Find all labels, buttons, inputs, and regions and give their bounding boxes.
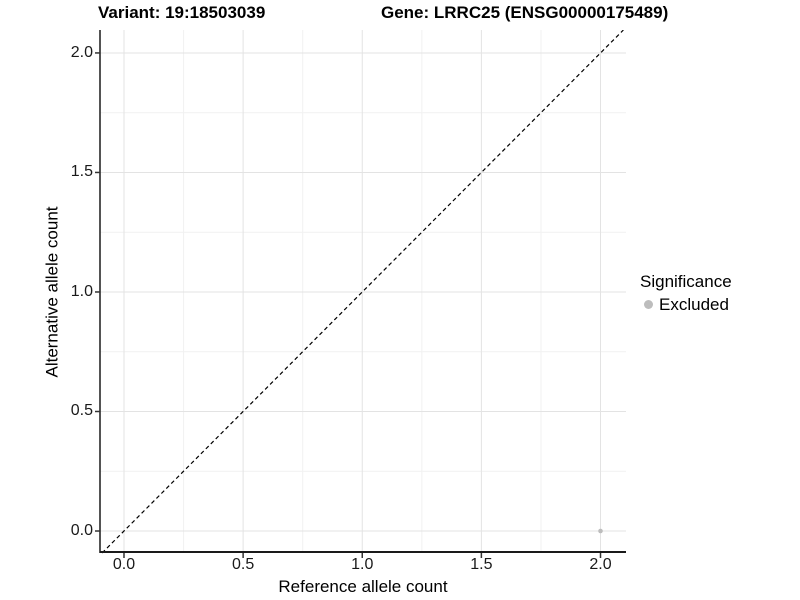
legend-item-excluded: Excluded <box>640 295 732 314</box>
variant-title: Variant: 19:18503039 <box>98 3 266 22</box>
legend: Significance Excluded <box>640 272 732 314</box>
x-tick-label: 2.0 <box>589 556 612 573</box>
y-tick-label: 2.0 <box>70 43 93 61</box>
data-point <box>598 528 603 534</box>
gene-title: Gene: LRRC25 (ENSG00000175489) <box>381 3 669 22</box>
legend-key-dot-icon <box>644 300 653 309</box>
y-tick-label: 0.0 <box>70 522 93 539</box>
y-tick-label: 1.0 <box>70 282 93 300</box>
x-tick-label: 1.0 <box>351 556 374 573</box>
plot-panel <box>95 30 626 558</box>
y-tick-label: 1.5 <box>70 163 93 181</box>
y-tick-label: 0.5 <box>70 402 93 420</box>
x-tick-label: 0.5 <box>231 556 255 573</box>
x-axis-title: Reference allele count <box>278 577 448 596</box>
legend-item-label: Excluded <box>659 295 729 314</box>
x-tick-label: 0.0 <box>112 556 136 573</box>
legend-title: Significance <box>640 272 732 291</box>
x-tick-label: 1.5 <box>470 556 493 573</box>
